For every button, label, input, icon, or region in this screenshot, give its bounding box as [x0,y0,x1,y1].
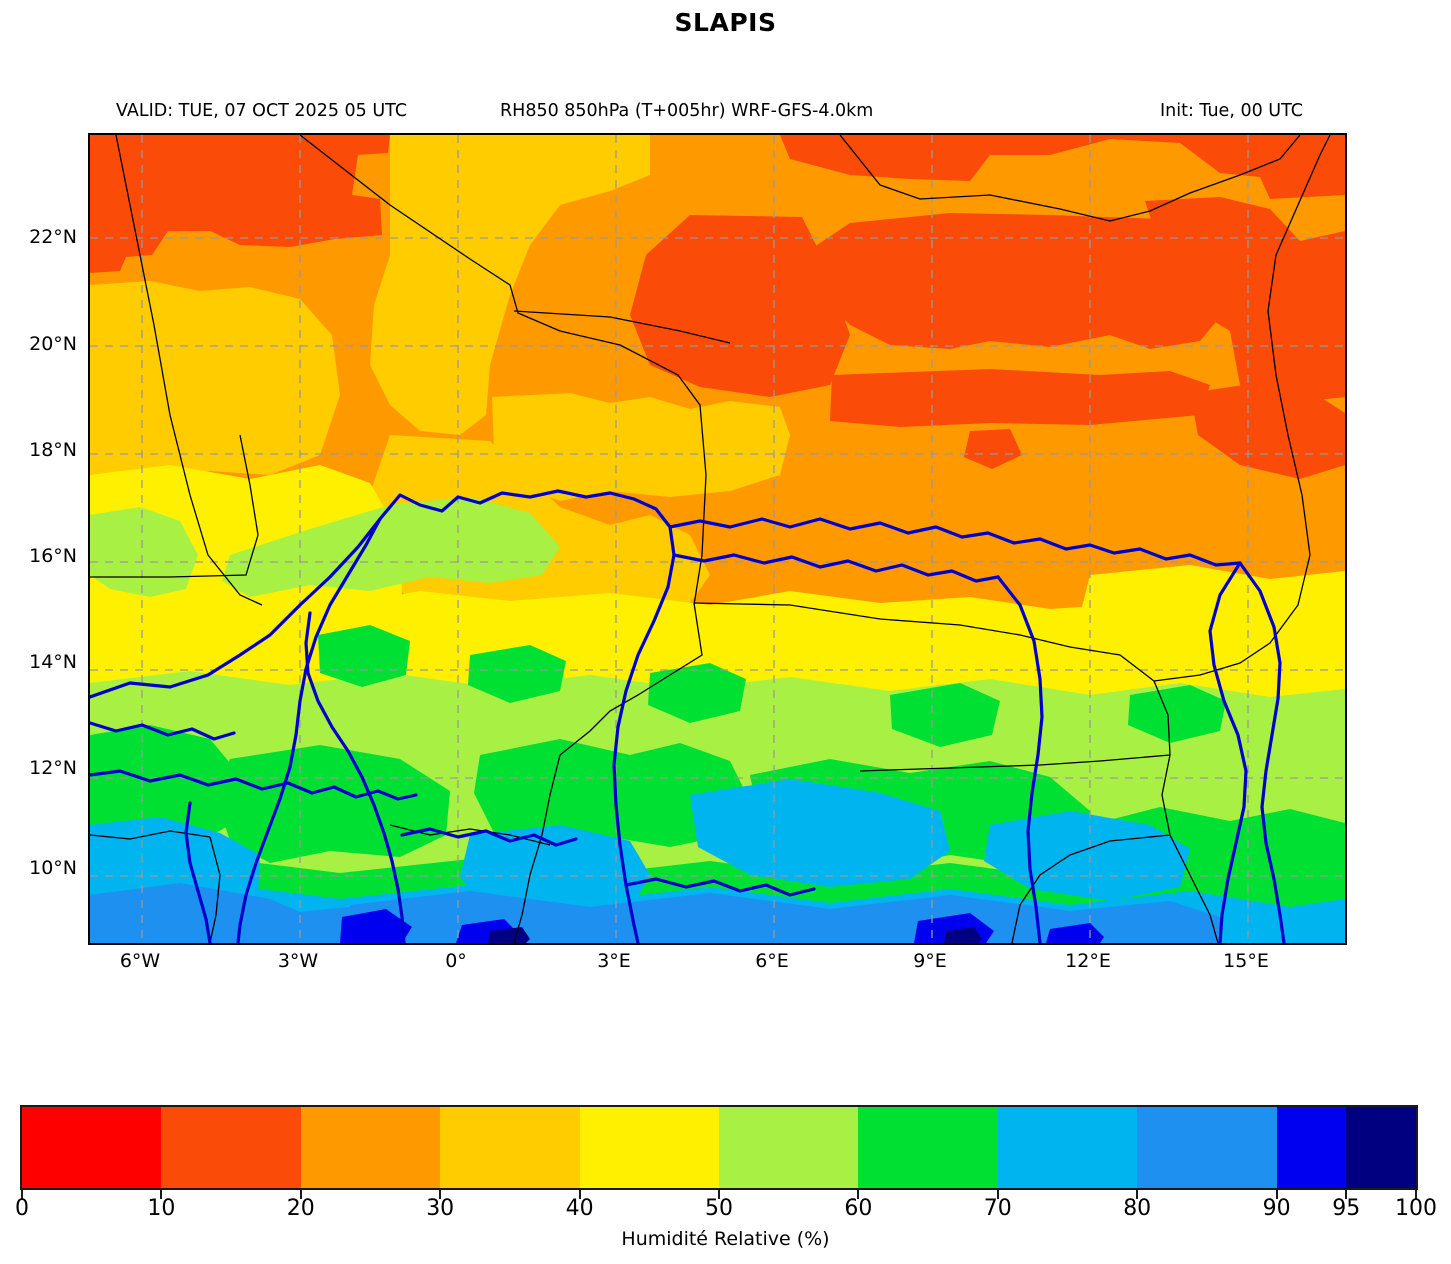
rh-band-60-70-bf [474,739,750,851]
longitude-tick-2: 0° [445,950,467,972]
rh-band-60-70-spot4 [890,683,1000,747]
longitude-tick-1: 3°W [277,950,319,972]
colorbar-tick-label-60: 60 [844,1196,873,1221]
longitude-tick-3: 3°E [597,950,631,972]
rh-band-10-20-ne5 [830,369,1210,427]
map-plot-area [88,133,1347,945]
colorbar-segment-80-90 [1137,1107,1277,1188]
heatmap-fields [90,135,1345,943]
rh-band-40-50-e [1080,565,1345,643]
colorbar-segment-0-10 [22,1107,162,1188]
init-time-label: Init: Tue, 00 UTC [1160,101,1303,121]
colorbar-segment-60-70 [858,1107,998,1188]
colorbar-tick-40 [578,1190,581,1199]
latitude-tick-5: 12°N [29,757,77,779]
rh-band-30-40-nw [90,281,340,479]
page-title: SLAPIS [674,8,777,37]
colorbar-tick-label-100: 100 [1395,1196,1437,1221]
colorbar-tick-80 [1136,1190,1139,1199]
latitude-tick-3: 16°N [29,545,77,567]
colorbar-tick-90 [1275,1190,1278,1199]
field-description-label: RH850 850hPa (T+005hr) WRF-GFS-4.0km [500,101,874,121]
colorbar [20,1105,1418,1199]
longitude-tick-5: 9°E [913,950,947,972]
latitude-tick-4: 14°N [29,651,77,673]
latitude-tick-2: 18°N [29,439,77,461]
colorbar-segment-40-50 [579,1107,720,1188]
rh-band-10-20-ne [780,135,1345,199]
colorbar-tick-30 [439,1190,442,1199]
rh-band-30-40-north2 [492,393,790,501]
colorbar-segment-70-80 [997,1107,1138,1188]
colorbar-segment-50-60 [719,1107,859,1188]
rh-band-60-70-spot3 [648,663,746,723]
longitude-tick-4: 6°E [755,950,789,972]
colorbar-tick-label-80: 80 [1123,1196,1152,1221]
colorbar-tick-0 [21,1190,23,1199]
rh-band-60-70-spot1 [318,625,410,687]
colorbar-tick-10 [160,1190,163,1199]
rh-band-10-20-spot [964,429,1022,469]
valid-time-label: VALID: TUE, 07 OCT 2025 05 UTC [116,101,408,121]
longitude-tick-6: 12°E [1065,950,1111,972]
colorbar-tick-label-10: 10 [147,1196,176,1221]
rh-band-95-100-spot2 [944,927,982,943]
colorbar-tick-70 [996,1190,999,1199]
rh-band-50-60-west [90,507,198,597]
relative-humidity-heatmap [90,135,1345,943]
colorbar-segment-95-100 [1346,1107,1417,1188]
colorbar-ticks [20,1190,1418,1200]
rh-band-60-70-mali [216,745,450,863]
longitude-tick-7: 15°E [1223,950,1269,972]
colorbar-tick-50 [718,1190,720,1199]
colorbar-tick-60 [857,1190,860,1199]
rh-band-10-20-ne3 [802,213,1230,349]
rh-band-90-95-spot1 [340,909,412,943]
colorbar-tick-100 [1415,1190,1417,1199]
country-borders [90,135,1331,943]
rh-band-60-70-spot2 [468,645,566,703]
rh-band-10-20-ne4 [630,215,850,397]
rh-band-60-70-w [90,725,240,851]
colorbar-segment-30-40 [440,1107,580,1188]
colorbar-segment-90-95 [1276,1107,1347,1188]
colorbar-tick-label-40: 40 [565,1196,594,1221]
latitude-tick-6: 10°N [29,857,77,879]
colorbar-segment-20-30 [300,1107,441,1188]
rh-band-70-80-nga-e [984,811,1190,901]
rh-band-50-60-niger [222,497,560,597]
colorbar-tick-label-70: 70 [983,1196,1012,1221]
colorbar-tick-20 [299,1190,302,1199]
rivers [90,489,1286,943]
colorbar-tick-95 [1345,1190,1348,1199]
latitude-tick-0: 22°N [29,226,77,248]
rh-band-60-70-spot5 [1128,685,1226,743]
colorbar-tick-label-90: 90 [1262,1196,1291,1221]
colorbar-tick-label-30: 30 [426,1196,455,1221]
colorbar-tick-label-0: 0 [15,1196,29,1221]
colorbar-tick-label-20: 20 [286,1196,315,1221]
rh-band-70-80-niger-mid [690,779,950,887]
longitude-tick-0: 6°W [119,950,161,972]
rh-band-95-100-spot [488,927,530,943]
colorbar-tick-label-50: 50 [705,1196,733,1221]
colorbar-segment-10-20 [161,1107,301,1188]
colorbar-gradient [20,1105,1418,1190]
latitude-tick-1: 20°N [29,333,77,355]
colorbar-tick-label-95: 95 [1332,1196,1361,1221]
colorbar-axis-label: Humidité Relative (%) [621,1228,830,1250]
